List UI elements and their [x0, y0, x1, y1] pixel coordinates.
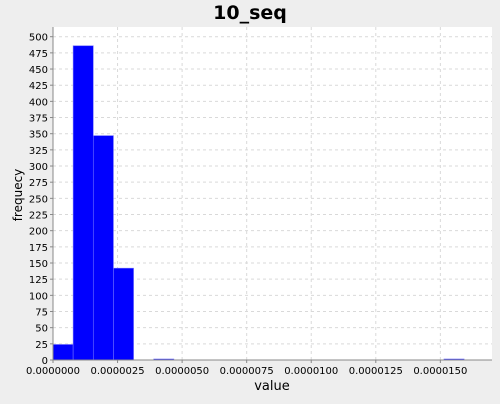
x-axis-label: value [254, 379, 290, 394]
x-tick-label: 0.0000050 [155, 366, 209, 377]
x-tick-label: 0.0000125 [349, 366, 403, 377]
y-tick-label: 500 [29, 33, 48, 44]
x-tick-label: 0.0000075 [220, 366, 274, 377]
bars [52, 45, 465, 361]
x-tick-label: 0.0000100 [284, 366, 338, 377]
histogram-bar [92, 135, 114, 361]
grid-lines [53, 27, 492, 360]
y-tick-label: 0 [42, 356, 48, 367]
y-tick-label: 400 [29, 97, 48, 108]
y-tick-label: 150 [29, 259, 48, 270]
y-tick-label: 325 [29, 146, 48, 157]
y-tick-label: 475 [29, 49, 48, 60]
y-axis-label: frequecy [11, 169, 25, 222]
y-tick-label: 25 [35, 340, 48, 351]
histogram-bar [52, 344, 74, 361]
y-tick-label: 425 [29, 81, 48, 92]
chart-title: 10_seq [213, 2, 287, 24]
y-tick-label: 125 [29, 275, 48, 286]
y-tick-label: 75 [35, 308, 48, 319]
y-tick-label: 175 [29, 243, 48, 254]
y-tick-label: 100 [29, 291, 48, 302]
axes [52, 27, 492, 361]
y-tick-label: 300 [29, 162, 48, 173]
tick-labels: 0 25 50 75 100 125 150 175 200 225 250 275 300 325 350… [26, 33, 467, 377]
histogram-bar [113, 267, 134, 361]
y-tick-label: 200 [29, 227, 48, 238]
x-tick-label: 0.0000000 [26, 366, 80, 377]
histogram-bar [72, 45, 94, 361]
y-tick-label: 450 [29, 65, 48, 76]
x-tick-label: 0.0000150 [413, 366, 467, 377]
y-tick-label: 275 [29, 178, 48, 189]
y-tick-label: 225 [29, 211, 48, 222]
y-tick-label: 50 [35, 324, 48, 335]
x-tick-label: 0.0000025 [91, 366, 145, 377]
y-tick-label: 250 [29, 194, 48, 205]
y-tick-label: 350 [29, 130, 48, 141]
y-tick-label: 375 [29, 114, 48, 125]
